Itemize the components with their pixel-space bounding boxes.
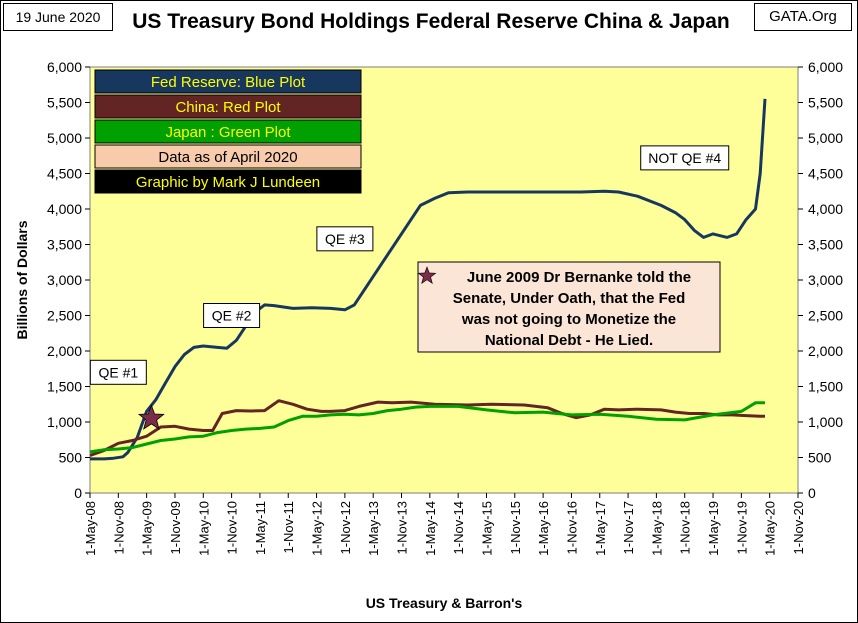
annotation-qe2: QE #2 — [212, 308, 252, 324]
legend-box — [94, 119, 362, 144]
legend-text: Fed Reserve: Blue Plot — [151, 74, 306, 91]
x-tick-label: 1-May-12 — [310, 501, 325, 556]
x-tick-label: 1-Nov-12 — [338, 501, 353, 554]
legend-text: Japan : Green Plot — [165, 124, 291, 141]
annotation-qe1: QE #1 — [98, 364, 138, 380]
x-tick-label: 1-May-11 — [253, 501, 268, 555]
x-tick-label: 1-Nov-19 — [734, 501, 749, 554]
x-tick-label: 1-May-14 — [423, 501, 438, 556]
annotation-box — [203, 303, 261, 328]
x-tick-label: 1-May-15 — [479, 501, 494, 556]
legend-box — [94, 144, 362, 169]
y-tick-label-right: 0 — [808, 485, 816, 501]
y-tick-label: 5,500 — [47, 95, 82, 111]
x-axis: 1-May-08 1-Nov-08 1-May-09 1-Nov-09 1-May-10… — [83, 493, 806, 556]
annotation-box — [89, 359, 147, 385]
quote-background — [417, 261, 721, 353]
x-tick-label: 1-May-18 — [649, 501, 664, 556]
y-tick-label: 1,500 — [47, 379, 82, 395]
y-tick-label-right: 1,500 — [808, 379, 843, 395]
event-star-icon — [137, 404, 165, 430]
y-tick-label-right: 2,500 — [808, 308, 843, 324]
y-tick-label: 4,000 — [47, 201, 82, 217]
y-tick-label-right: 5,500 — [808, 95, 843, 111]
x-tick-label: 1-May-08 — [83, 501, 98, 556]
y-tick-label: 2,500 — [47, 308, 82, 324]
x-tick-label: 1-Nov-14 — [451, 501, 466, 554]
quote-line: was not going to Monetize the — [461, 311, 676, 328]
y-tick-label: 3,000 — [47, 272, 82, 288]
date-label: 19 June 2020 — [3, 3, 113, 31]
x-tick-label: 1-May-17 — [593, 501, 608, 556]
x-tick-label: 1-May-19 — [706, 501, 721, 556]
annotation-qe3: QE #3 — [325, 231, 365, 247]
y-tick-label-right: 3,000 — [808, 272, 843, 288]
y-tick-label: 4,500 — [47, 166, 82, 182]
y-axis-left: 0 500 1,000 1,500 2,000 2,500 3,000 3,500 4,000 4… — [47, 59, 90, 501]
legend-text: Graphic by Mark J Lundeen — [136, 174, 320, 191]
legend-box — [94, 69, 362, 94]
legend-text: Data as of April 2020 — [158, 149, 297, 166]
y-tick-label-right: 4,500 — [808, 166, 843, 182]
quote-line: National Debt - He Lied. — [485, 332, 653, 349]
series-line-china — [89, 399, 765, 457]
y-tick-label-right: 2,000 — [808, 343, 843, 359]
y-tick-label: 6,000 — [47, 59, 82, 75]
legend-box — [94, 94, 362, 119]
annotations: QE #1 QE #2 QE #3 NOT QE #4 — [89, 145, 730, 385]
y-axis-title: Billions of Dollars — [14, 220, 30, 339]
quote-box: June 2009 Dr Bernanke told the Senate, Un… — [137, 261, 721, 430]
x-axis-title: US Treasury & Barron's — [366, 595, 523, 611]
y-tick-label: 1,000 — [47, 414, 82, 430]
y-tick-label: 3,500 — [47, 237, 82, 253]
x-tick-label: 1-Nov-11 — [281, 501, 296, 554]
y-tick-label: 0 — [74, 485, 82, 501]
x-tick-label: 1-Nov-20 — [791, 501, 806, 554]
y-tick-label: 500 — [59, 450, 83, 466]
x-tick-label: 1-Nov-15 — [508, 501, 523, 554]
quote-line: Senate, Under Oath, that the Fed — [453, 290, 686, 307]
source-label: GATA.Org — [754, 3, 852, 31]
annotation-box — [640, 145, 730, 171]
y-tick-label-right: 1,000 — [808, 414, 843, 430]
x-tick-label: 1-Nov-18 — [678, 501, 693, 554]
annotation-qe4: NOT QE #4 — [648, 150, 721, 166]
quote-line: June 2009 Dr Bernanke told the — [467, 269, 691, 286]
x-tick-label: 1-May-13 — [366, 501, 381, 556]
y-tick-label-right: 5,000 — [808, 130, 843, 146]
chart-title: US Treasury Bond Holdings Federal Reserv… — [132, 10, 730, 33]
x-tick-label: 1-May-10 — [196, 501, 211, 556]
x-tick-label: 1-Nov-16 — [564, 501, 579, 554]
x-tick-label: 1-May-16 — [536, 501, 551, 556]
legend-text: China: Red Plot — [175, 99, 281, 116]
y-tick-label: 2,000 — [47, 343, 82, 359]
x-tick-label: 1-Nov-10 — [225, 501, 240, 554]
x-tick-label: 1-Nov-17 — [621, 501, 636, 554]
legend-box — [94, 169, 362, 194]
y-axis-right: 0 500 1,000 1,500 2,000 2,500 3,000 3,500 4,000 4… — [798, 59, 843, 501]
series-layer — [89, 98, 767, 461]
quote-star-icon — [417, 266, 437, 284]
x-tick-label: 1-Nov-13 — [395, 501, 410, 554]
x-tick-label: 1-May-20 — [763, 501, 778, 556]
x-tick-label: 1-May-09 — [140, 501, 155, 556]
legend: Fed Reserve: Blue Plot China: Red Plot Jap… — [94, 69, 362, 194]
y-tick-label: 5,000 — [47, 130, 82, 146]
annotation-box — [316, 226, 374, 252]
y-tick-label-right: 3,500 — [808, 237, 843, 253]
y-tick-label-right: 6,000 — [808, 59, 843, 75]
y-tick-label-right: 4,000 — [808, 201, 843, 217]
x-tick-label: 1-Nov-08 — [111, 501, 126, 554]
y-tick-label-right: 500 — [808, 450, 832, 466]
x-tick-label: 1-Nov-09 — [168, 501, 183, 554]
series-line-japan — [89, 401, 765, 454]
